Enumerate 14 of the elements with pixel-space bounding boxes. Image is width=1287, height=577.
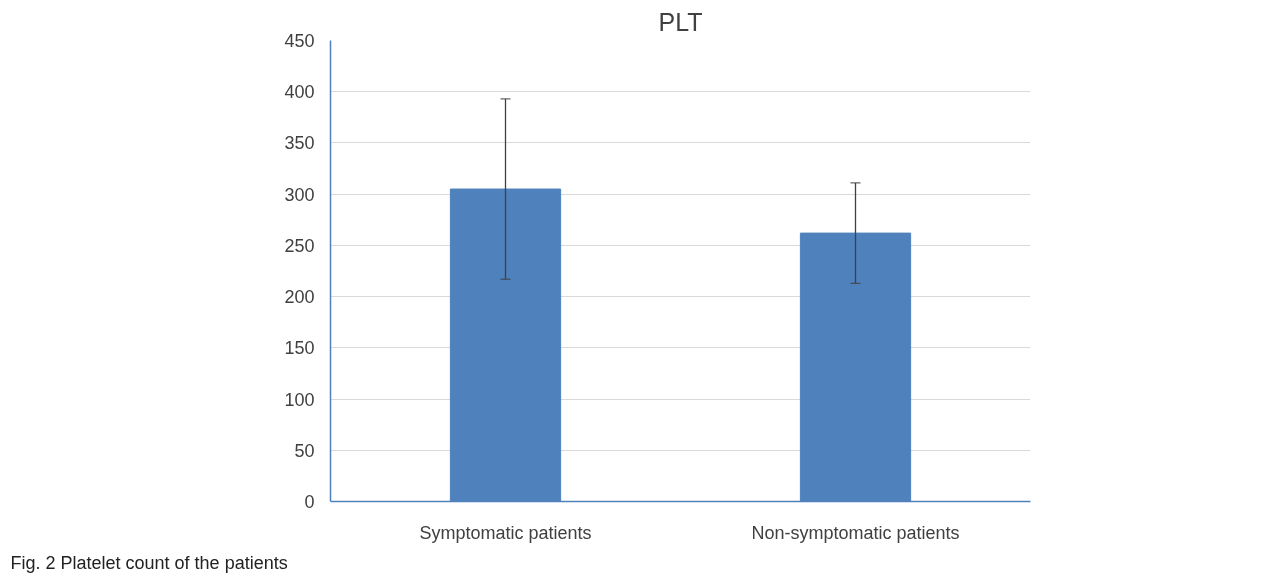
y-tick-label: 250 xyxy=(284,235,315,256)
x-tick-label: Non-symptomatic patients xyxy=(751,522,960,543)
chart-title: PLT xyxy=(658,7,703,36)
y-tick-label: 400 xyxy=(284,82,315,103)
y-tick-label: 150 xyxy=(284,338,315,359)
y-tick-label: 100 xyxy=(284,389,315,410)
y-tick-label: 450 xyxy=(284,31,315,51)
y-tick-label: 0 xyxy=(304,492,315,512)
y-tick-label: 200 xyxy=(284,287,315,308)
caption: Fig. 2 Platelet count of the patients xyxy=(10,552,288,573)
x-tick-label: Symptomatic patients xyxy=(419,522,592,543)
y-tick-label: 350 xyxy=(284,133,315,154)
y-tick-label: 300 xyxy=(284,184,315,205)
y-tick-label: 50 xyxy=(294,440,315,461)
